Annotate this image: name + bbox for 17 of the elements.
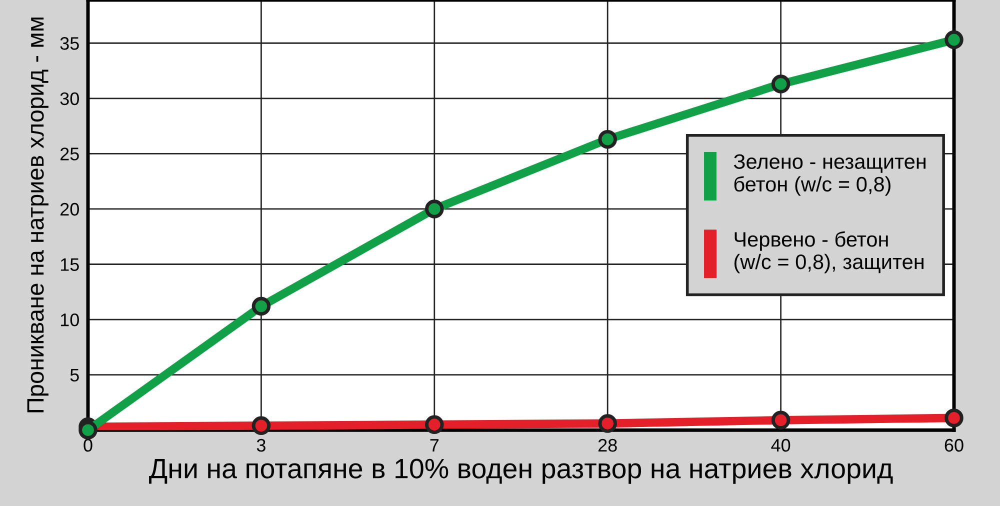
x-tick-label: 28 [598, 438, 617, 452]
y-tick-label: 5 [70, 368, 79, 382]
x-tick-label: 7 [430, 439, 439, 452]
legend-label: Червено - бетон (w/c = 0,8), защитен [734, 231, 924, 274]
y-tick-label: 35 [60, 37, 79, 50]
legend-label: Зелено - незащитен бетон (w/c = 0,8) [734, 154, 926, 196]
y-axis-title: Проникване на натриев хлорид - мм [27, 18, 48, 412]
x-axis-title: Дни на потапяне в 10% воден разтвор на натриев хлорид [149, 458, 893, 484]
x-tick-label: 60 [944, 438, 964, 452]
y-tick-label: 15 [60, 258, 79, 271]
x-tick-label: 0 [84, 438, 92, 452]
x-tick-label: 3 [256, 438, 266, 452]
y-tick-label: 10 [60, 313, 79, 326]
y-tick-label: 30 [60, 92, 79, 106]
y-tick-label: 25 [60, 148, 79, 160]
y-tick-label: 20 [60, 202, 79, 216]
x-tick-label: 40 [771, 438, 790, 452]
